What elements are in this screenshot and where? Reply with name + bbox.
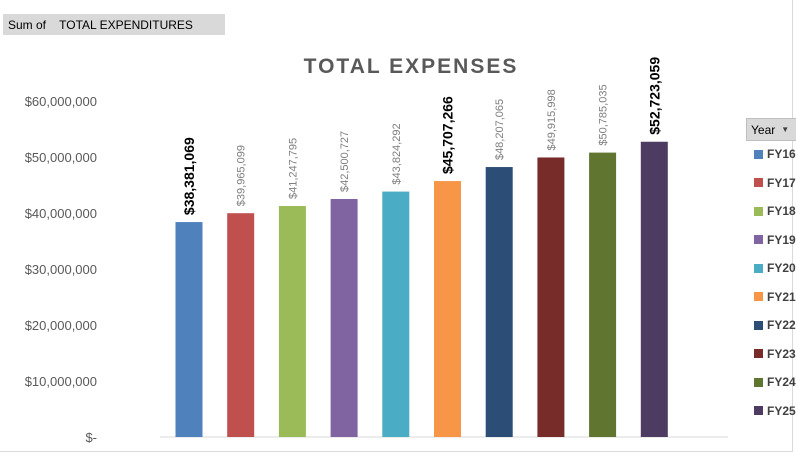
data-labels: $38,381,069 $39,965,099 $41,247,795 $42,500… [181,57,662,215]
legend-item-fy25: FY25 [754,403,796,419]
legend-swatch [754,406,763,415]
legend-item-fy17: FY17 [754,175,796,191]
y-tick-label: $50,000,000 [25,150,97,165]
data-label-fy18: $41,247,795 [287,138,299,199]
bar-fy22[interactable] [485,167,513,437]
bar-fy23[interactable] [537,157,565,438]
legend-swatch [754,320,763,330]
y-axis: $- $10,000,000 $20,000,000 $30,000,000 $40,0… [25,94,97,445]
bar-fy19[interactable] [330,198,358,437]
legend-item-fy20: FY20 [754,260,796,276]
legend-label: FY17 [767,175,796,190]
legend-label: FY23 [767,346,796,361]
legend-item-fy24: FY24 [754,374,796,390]
legend-swatch [754,206,763,216]
y-tick-label: $30,000,000 [25,262,97,277]
legend-label: FY19 [767,232,796,247]
legend-swatch [754,149,763,159]
data-label-fy24: $50,785,035 [598,84,610,145]
data-label-fy25: $52,723,059 [646,57,662,135]
data-label-fy22: $48,207,065 [494,99,506,160]
bar-fy17[interactable] [227,213,255,437]
legend-label: FY25 [767,403,796,418]
legend-swatch [754,178,763,187]
data-label-fy20: $43,824,292 [391,123,403,184]
legend-swatch [754,235,763,244]
legend-item-fy23: FY23 [754,346,796,362]
y-tick-label: $60,000,000 [25,94,97,109]
legend-swatch [754,263,763,273]
legend-label: FY22 [767,318,796,332]
y-tick-label: $- [85,430,97,445]
data-label-fy19: $42,500,727 [339,131,351,192]
data-label-fy23: $49,915,998 [546,89,558,150]
data-label-fy21: $45,707,266 [440,96,456,174]
legend-item-fy18: FY18 [754,203,796,219]
legend-label: FY21 [767,289,796,304]
legend-item-fy16: FY16 [754,146,796,162]
legend-item-fy22: FY22 [754,317,796,333]
y-tick-label: $10,000,000 [25,374,97,389]
bar-fy21[interactable] [434,181,461,437]
legend-item-fy21: FY21 [754,289,796,305]
y-tick-label: $20,000,000 [25,318,97,333]
legend-swatch [754,377,763,387]
legend-label: FY16 [767,147,796,161]
legend-swatch [754,349,763,358]
legend-label: FY18 [767,204,796,218]
bar-fy18[interactable] [278,206,306,437]
bar-fy20[interactable] [382,191,410,437]
data-label-fy16: $38,381,069 [181,137,197,215]
bar-fy24[interactable] [589,152,617,437]
chart-title: TOTAL EXPENSES [304,55,519,78]
bar-series [175,141,668,438]
bar-fy16[interactable] [175,222,203,437]
y-tick-label: $40,000,000 [25,206,97,221]
data-label-fy17: $39,965,099 [236,145,248,206]
legend-label: FY24 [767,375,796,389]
pivot-value-field-button[interactable]: Sum of TOTAL EXPENDITURES [3,14,225,35]
legend-year-filter-button[interactable]: Year ▼ [746,118,796,141]
dropdown-arrow-icon: ▼ [781,125,790,134]
legend-swatch [754,292,763,301]
legend-field-label: Year [751,122,776,137]
legend-label: FY20 [767,261,796,275]
bar-fy25[interactable] [640,141,668,438]
legend-item-fy19: FY19 [754,232,796,248]
